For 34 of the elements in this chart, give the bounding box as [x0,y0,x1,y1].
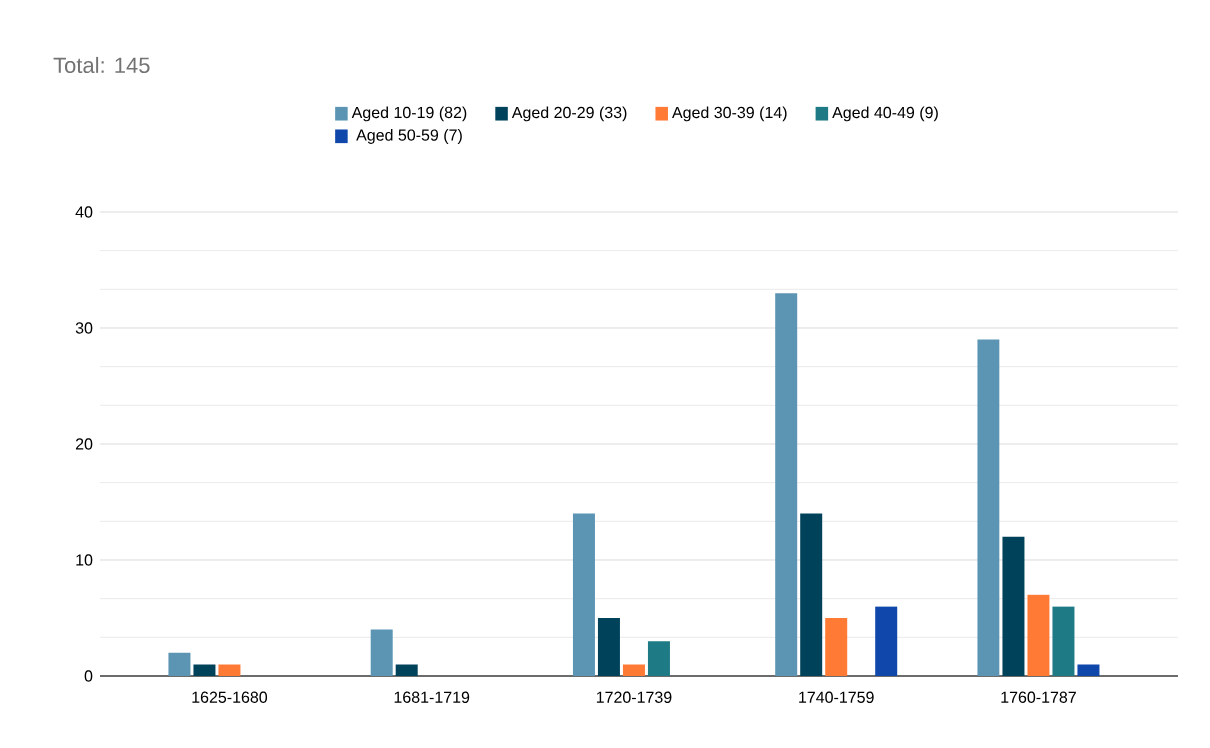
x-tick-label: 1625-1680 [192,691,268,703]
legend-label: Aged 50-59 (7) [356,128,462,144]
bar [647,641,670,676]
x-tick-label: 1681-1719 [394,691,470,703]
y-tick-label: 40 [75,206,93,218]
bar [800,513,823,676]
y-tick-label: 10 [76,554,93,566]
bar [395,664,418,676]
bar [168,652,191,676]
y-tick-label: 0 [84,670,93,682]
bar [775,293,798,676]
bar [1027,594,1050,676]
bar [572,513,595,676]
legend-label: Aged 40-49 (9) [832,106,938,122]
bar [1077,664,1100,676]
x-tick-label: 1760-1787 [1001,691,1076,703]
bar [597,617,620,676]
bar [218,664,241,676]
bar [825,617,848,676]
bar [1002,536,1025,676]
bar [193,664,216,676]
x-tick-label: 1740-1759 [799,691,874,703]
legend-label: Aged 20-29 (33) [511,106,627,122]
bar [875,606,898,676]
legend-label: Aged 10-19 (82) [351,106,467,122]
bar [370,629,393,676]
bar [977,339,1000,676]
chart-title: Total: 145 [53,56,150,74]
y-tick-label: 30 [75,322,93,334]
bar [622,664,645,676]
x-tick-label: 1720-1739 [596,691,672,703]
bar [1052,606,1075,676]
legend-label: Aged 30-39 (14) [672,106,787,122]
y-tick-label: 20 [75,438,93,450]
